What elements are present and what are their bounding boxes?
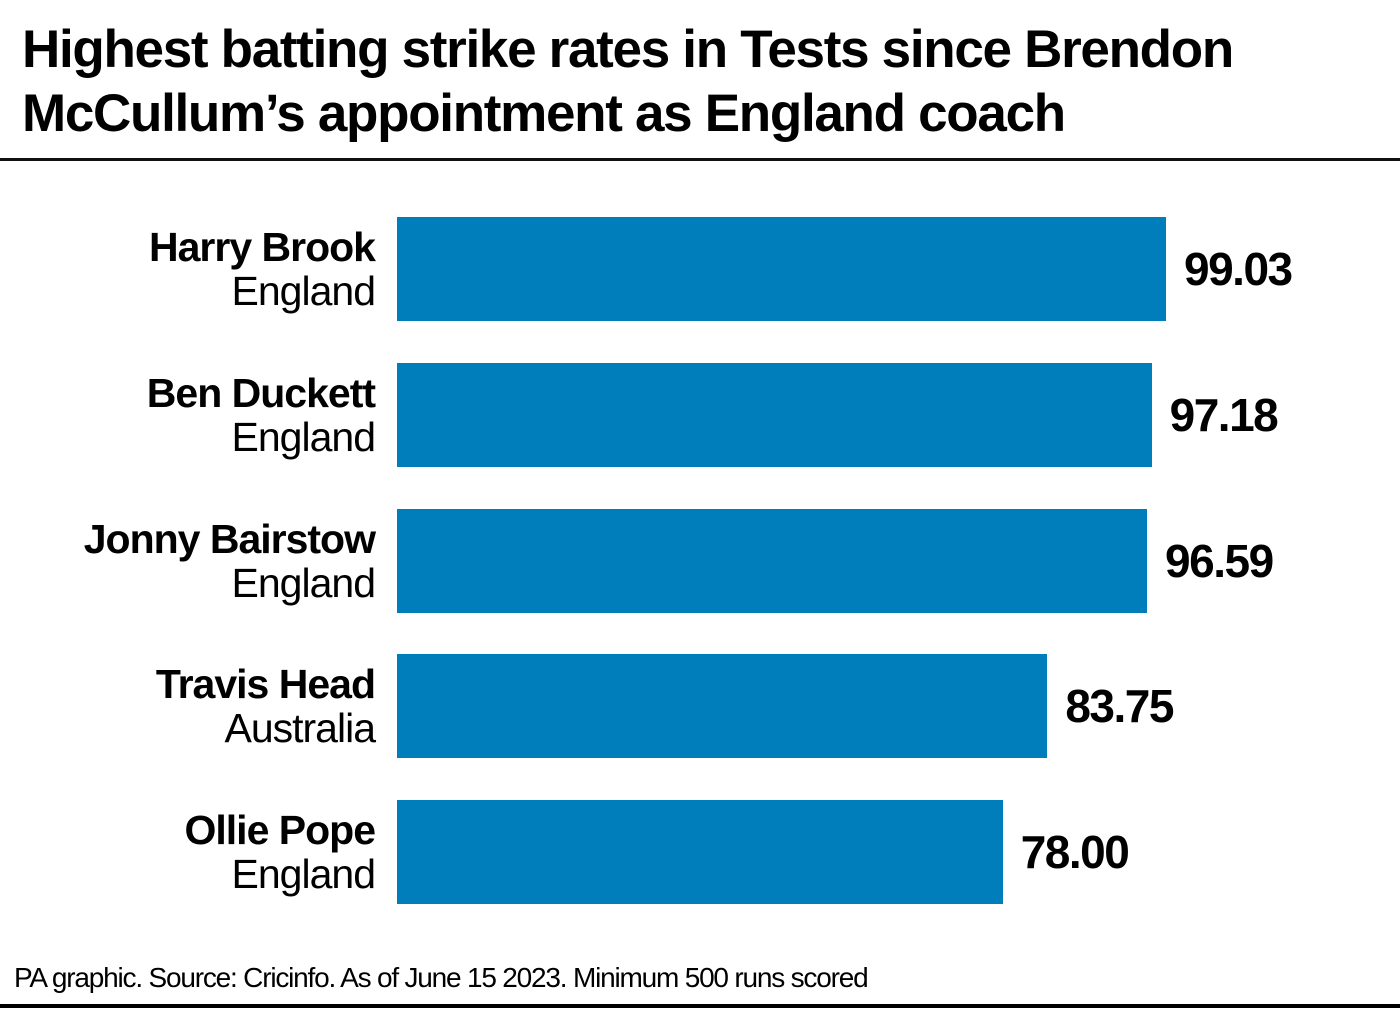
category-label: Travis Head Australia (155, 661, 376, 752)
data-label: 78.00 (1020, 826, 1130, 879)
bar (397, 800, 1003, 905)
team-name: England (231, 413, 376, 460)
player-name: Harry Brook (149, 224, 376, 270)
team-name: Australia (224, 705, 376, 752)
title-divider (0, 158, 1400, 161)
player-name: Ollie Pope (184, 807, 376, 854)
team-name: England (231, 851, 376, 898)
category-label: Harry Brook England (149, 224, 376, 314)
source-note: PA graphic. Source: Cricinfo. As of June… (14, 962, 869, 993)
team-name: England (231, 559, 376, 606)
bar (397, 654, 1048, 759)
bar (397, 217, 1166, 321)
chart-title: Highest batting strike rates in Tests si… (22, 20, 1234, 143)
data-label: 97.18 (1169, 388, 1279, 441)
player-name: Ben Duckett (146, 369, 376, 416)
bar (397, 508, 1148, 613)
category-label: Ollie Pope England (185, 808, 376, 896)
category-label: Ben Duckett England (146, 369, 376, 460)
data-label: 96.59 (1165, 534, 1274, 587)
player-name: Jonny Bairstow (83, 515, 376, 562)
bar (397, 362, 1152, 467)
data-label: 83.75 (1065, 680, 1174, 733)
footer-divider (0, 1004, 1400, 1008)
player-name: Travis Head (155, 661, 376, 708)
category-label: Jonny Bairstow England (83, 515, 376, 606)
data-label: 99.03 (1184, 243, 1293, 295)
team-name: England (231, 268, 376, 314)
